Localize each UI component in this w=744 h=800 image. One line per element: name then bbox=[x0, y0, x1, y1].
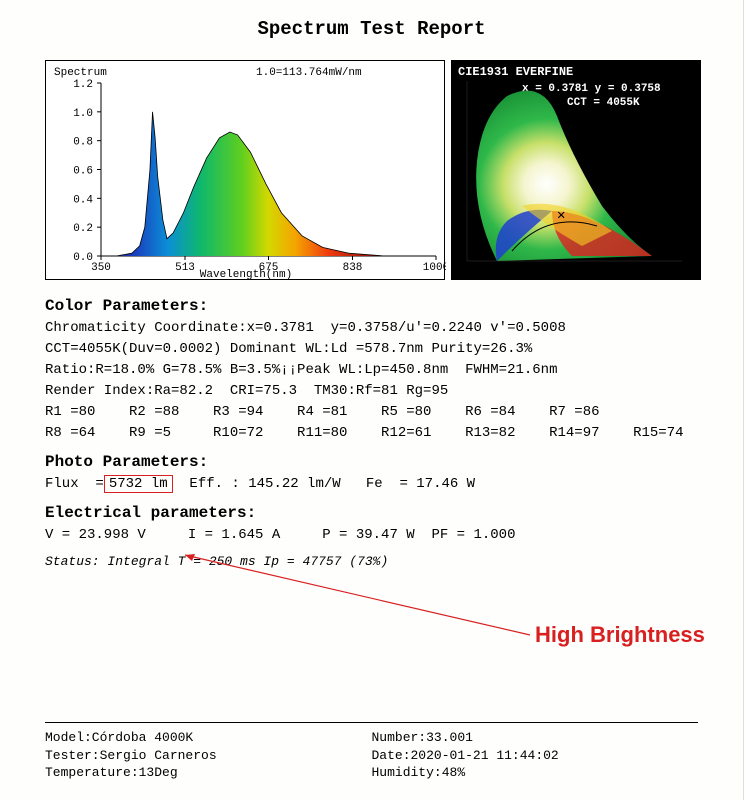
footer-left: Model:Córdoba 4000K Tester:Sergio Carner… bbox=[45, 729, 372, 782]
cp-l5: R1 =80 R2 =88 R3 =94 R4 =81 R5 =80 R6 =8… bbox=[45, 402, 698, 423]
svg-text:1000: 1000 bbox=[423, 262, 446, 274]
footer: Model:Córdoba 4000K Tester:Sergio Carner… bbox=[45, 722, 698, 782]
spectrum-chart: Spectrum 1.0=113.764mW/nm 0.0 0.2 0.4 0.6 0.… bbox=[45, 60, 445, 280]
annotation-text: High Brightness bbox=[535, 622, 705, 648]
xlabel: Wavelength(nm) bbox=[200, 269, 292, 281]
scale-text: 1.0=113.764mW/nm bbox=[256, 67, 362, 79]
cie-chart: CIE1931 EVERFINE x = 0.3781 y = 0.3758 C… bbox=[451, 60, 701, 280]
svg-text:0.4: 0.4 bbox=[73, 194, 93, 206]
flux-label: Flux = bbox=[45, 476, 104, 492]
flux-value: 5732 lm bbox=[104, 475, 173, 493]
photo-rest: Eff. : 145.22 lm/W Fe = 17.46 W bbox=[173, 476, 475, 492]
svg-text:0.8: 0.8 bbox=[73, 137, 93, 149]
svg-text:0.0: 0.0 bbox=[73, 252, 93, 264]
cie-cct: CCT = 4055K bbox=[567, 97, 640, 109]
svg-text:1.2: 1.2 bbox=[73, 79, 93, 91]
svg-text:513: 513 bbox=[175, 262, 195, 274]
report-page: Spectrum Test Report Spectrum 1.0=113.76… bbox=[0, 0, 744, 800]
elec-l1: V = 23.998 V I = 1.645 A P = 39.47 W PF … bbox=[45, 525, 698, 546]
svg-text:350: 350 bbox=[91, 262, 111, 274]
cp-l4: Render Index:Ra=82.2 CRI=75.3 TM30:Rf=81… bbox=[45, 381, 698, 402]
color-params-head: Color Parameters: bbox=[45, 294, 698, 318]
status-line: Status: Integral T = 250 ms Ip = 47757 (… bbox=[45, 546, 698, 572]
spectrum-svg: Spectrum 1.0=113.764mW/nm 0.0 0.2 0.4 0.6 0.… bbox=[46, 61, 446, 281]
cp-l2: CCT=4055K(Duv=0.0002) Dominant WL:Ld =57… bbox=[45, 339, 698, 360]
cie-xy: x = 0.3781 y = 0.3758 bbox=[522, 83, 661, 95]
cie-svg: CIE1931 EVERFINE x = 0.3781 y = 0.3758 C… bbox=[452, 61, 701, 280]
svg-text:0.2: 0.2 bbox=[73, 223, 93, 235]
charts-row: Spectrum 1.0=113.764mW/nm 0.0 0.2 0.4 0.6 0.… bbox=[0, 48, 743, 280]
svg-text:1.0: 1.0 bbox=[73, 108, 93, 120]
cie-marker: ✕ bbox=[557, 208, 565, 224]
photo-line: Flux =5732 lm Eff. : 145.22 lm/W Fe = 17… bbox=[45, 474, 698, 495]
cp-l1: Chromaticity Coordinate:x=0.3781 y=0.375… bbox=[45, 318, 698, 339]
cp-l3: Ratio:R=18.0% G=78.5% B=3.5%¡¡Peak WL:Lp… bbox=[45, 360, 698, 381]
parameters-block: Color Parameters: Chromaticity Coordinat… bbox=[0, 280, 743, 572]
cie-title: CIE1931 EVERFINE bbox=[458, 65, 573, 79]
spectrum-label: Spectrum bbox=[54, 67, 107, 79]
svg-text:0.6: 0.6 bbox=[73, 166, 93, 178]
report-title: Spectrum Test Report bbox=[0, 0, 743, 48]
elec-params-head: Electrical parameters: bbox=[45, 501, 698, 525]
svg-text:838: 838 bbox=[343, 262, 363, 274]
cp-l6: R8 =64 R9 =5 R10=72 R11=80 R12=61 R13=82… bbox=[45, 423, 698, 444]
photo-params-head: Photo Parameters: bbox=[45, 450, 698, 474]
footer-right: Number:33.001 Date:2020-01-21 11:44:02 H… bbox=[372, 729, 699, 782]
